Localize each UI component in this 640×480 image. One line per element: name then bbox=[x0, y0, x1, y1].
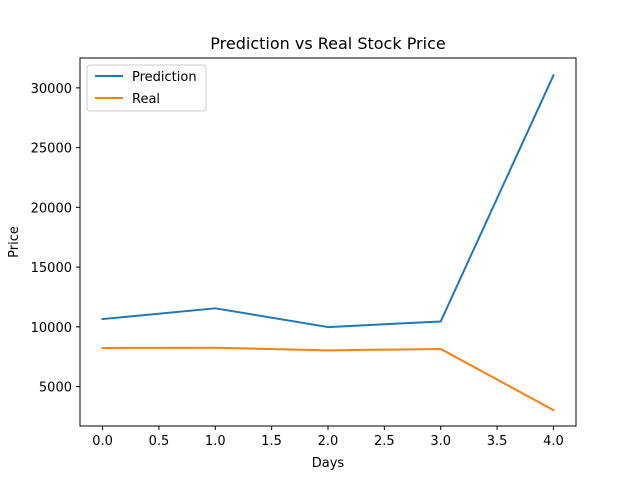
x-axis: 0.0 0.5 1.0 1.5 2.0 2.5 3.0 3.5 4.0 bbox=[92, 426, 564, 449]
x-tick-label: 3.5 bbox=[487, 434, 508, 449]
series-line-0 bbox=[101, 73, 555, 329]
y-axis: 5000 10000 15000 20000 25000 30000 bbox=[31, 82, 80, 396]
x-tick-label: 2.5 bbox=[374, 434, 395, 449]
legend-label: Prediction bbox=[132, 70, 197, 85]
x-tick-label: 1.5 bbox=[261, 434, 282, 449]
y-tick-label: 30000 bbox=[31, 82, 72, 97]
legend: Prediction Real bbox=[86, 64, 207, 112]
y-tick-label: 25000 bbox=[31, 142, 72, 157]
y-tick-label: 15000 bbox=[31, 261, 72, 276]
y-axis-label: Price bbox=[7, 226, 22, 258]
x-tick-label: 4.0 bbox=[543, 434, 564, 449]
x-tick-label: 2.0 bbox=[318, 434, 339, 449]
series-layer bbox=[101, 73, 555, 412]
y-tick-label: 20000 bbox=[31, 201, 72, 216]
series-line-1 bbox=[101, 346, 555, 412]
chart-title: Prediction vs Real Stock Price bbox=[210, 34, 445, 53]
x-tick-label: 0.5 bbox=[149, 434, 170, 449]
legend-label: Real bbox=[132, 92, 160, 107]
x-axis-label: Days bbox=[312, 456, 345, 471]
x-tick-label: 0.0 bbox=[92, 434, 113, 449]
y-tick-label: 5000 bbox=[39, 381, 72, 396]
x-tick-label: 1.0 bbox=[205, 434, 226, 449]
plot-area: 0.0 0.5 1.0 1.5 2.0 2.5 3.0 3.5 4.0 5000 10000 150… bbox=[31, 57, 577, 449]
x-tick-label: 3.0 bbox=[430, 434, 451, 449]
y-tick-label: 10000 bbox=[31, 321, 72, 336]
